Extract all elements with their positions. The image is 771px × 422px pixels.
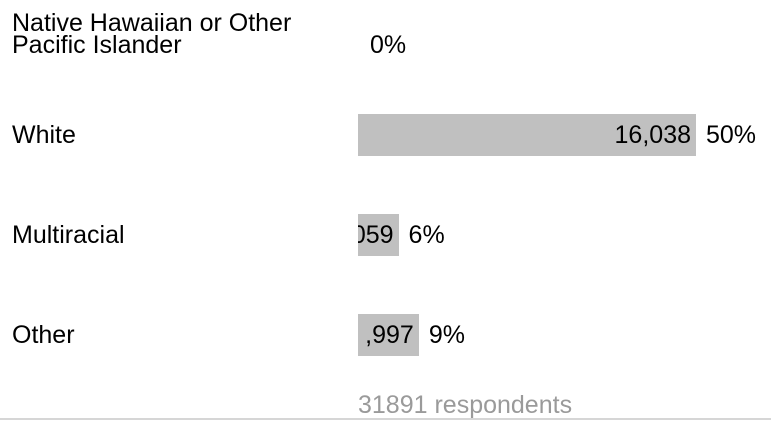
baseline-divider <box>0 418 771 420</box>
percent-label: 9% <box>428 321 465 349</box>
category-label-line: Native Hawaiian or Other <box>12 9 292 37</box>
category-label: Multiracial <box>12 221 352 249</box>
bar-row: Native Hawaiian or Other Pacific Islander… <box>0 11 771 84</box>
category-label-line: Multiracial <box>12 221 125 249</box>
percent-label: 6% <box>408 221 445 249</box>
category-label: Other <box>12 321 352 349</box>
category-label-line: Other <box>12 321 75 349</box>
category-label: Native Hawaiian or Other Pacific Islander <box>12 9 352 59</box>
percent-label: 50% <box>706 121 757 149</box>
bar-value-label: 059 <box>358 221 394 249</box>
bar: 059 <box>358 214 399 256</box>
bar-row: White 16,038 50% <box>0 114 771 174</box>
bar-value-label: 16,038 <box>614 121 691 149</box>
percent-label: 0% <box>370 31 407 59</box>
bar-value-label: ,997 <box>365 321 414 349</box>
category-label-line: Pacific Islander <box>12 31 182 59</box>
category-label: White <box>12 121 352 149</box>
bar-row: Other ,997 9% <box>0 314 771 374</box>
bar: 16,038 <box>358 114 696 156</box>
respondents-count: 31891 respondents <box>358 391 573 419</box>
bar-row: Multiracial 059 6% <box>0 214 771 274</box>
bar: ,997 <box>358 314 419 356</box>
category-label-line: White <box>12 121 76 149</box>
